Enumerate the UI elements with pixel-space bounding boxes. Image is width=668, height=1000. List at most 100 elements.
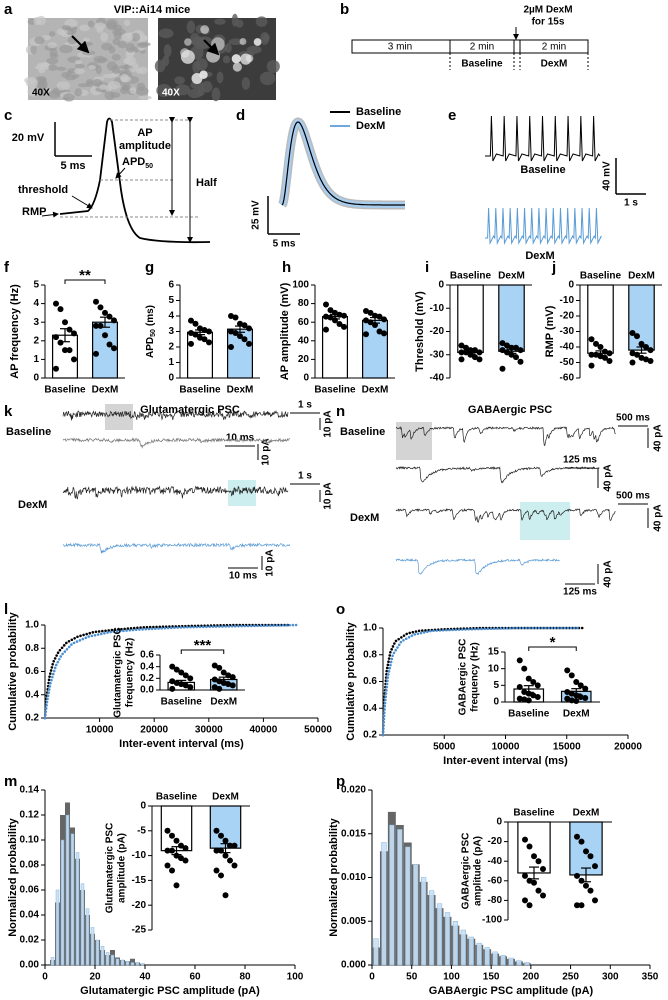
x-tick-label: 40000 bbox=[249, 725, 277, 736]
y-tick-label: 100 bbox=[292, 280, 309, 291]
data-point bbox=[602, 354, 608, 361]
x-axis-label: GABAergic PSC amplitude (pA) bbox=[429, 985, 594, 997]
data-point bbox=[227, 842, 233, 849]
histogram-bar bbox=[413, 864, 419, 966]
texture-dot bbox=[107, 80, 121, 90]
magnification: 40X bbox=[32, 88, 50, 99]
panel-letter: l bbox=[4, 601, 8, 618]
histogram-bar bbox=[75, 852, 80, 966]
data-point bbox=[521, 689, 528, 695]
data-point bbox=[499, 347, 506, 354]
data-point bbox=[178, 842, 184, 849]
data-point bbox=[229, 682, 236, 689]
x-tick-label: 50000 bbox=[304, 725, 332, 736]
data-point bbox=[367, 309, 374, 316]
y-axis-label: Normalized probability bbox=[328, 817, 340, 936]
y-tick-label: 0.2 bbox=[25, 713, 39, 724]
data-point bbox=[169, 663, 176, 670]
trace-label: DexM bbox=[525, 250, 554, 262]
texture-dot bbox=[158, 28, 174, 39]
scale-label: 10 pA bbox=[323, 410, 334, 437]
data-point bbox=[540, 892, 546, 899]
data-point bbox=[476, 349, 483, 356]
trace bbox=[395, 558, 560, 576]
data-point bbox=[588, 351, 595, 358]
data-point bbox=[228, 344, 234, 350]
data-point bbox=[222, 892, 229, 899]
category-label: DexM bbox=[573, 808, 600, 819]
category-label: Baseline bbox=[450, 271, 492, 282]
texture-dot bbox=[37, 80, 48, 89]
texture-dot bbox=[29, 89, 37, 95]
data-point bbox=[588, 362, 595, 369]
data-point bbox=[634, 351, 640, 358]
panel-letter: h bbox=[282, 259, 291, 276]
row-label: DexM bbox=[350, 512, 379, 524]
x-tick-label: 20000 bbox=[614, 742, 642, 753]
y-tick-label: 1.0 bbox=[363, 623, 377, 634]
histogram-bar bbox=[397, 829, 403, 966]
bar bbox=[362, 319, 389, 379]
label: amplitude bbox=[119, 140, 171, 152]
data-point bbox=[222, 837, 229, 844]
data-point bbox=[517, 347, 524, 354]
data-point bbox=[634, 333, 640, 340]
texture-dot bbox=[113, 24, 123, 31]
data-point bbox=[53, 334, 59, 341]
texture-dot bbox=[241, 77, 251, 90]
data-point bbox=[578, 902, 585, 909]
texture-dot bbox=[59, 44, 73, 54]
segment: 3 min bbox=[388, 42, 412, 53]
x-tick-label: 60 bbox=[189, 972, 201, 983]
data-point bbox=[206, 339, 212, 346]
category-label: DexM bbox=[210, 697, 237, 708]
arrow bbox=[115, 167, 126, 179]
y-tick-label: -80 bbox=[488, 895, 503, 906]
y-tick-label: 0 bbox=[303, 373, 309, 384]
y-tick-label: 4 bbox=[33, 298, 39, 309]
data-point bbox=[573, 679, 580, 685]
texture-dot bbox=[92, 78, 103, 87]
panel-letter: k bbox=[4, 403, 13, 420]
category-label: Baseline bbox=[179, 385, 221, 396]
x-tick-label: 250 bbox=[562, 972, 579, 983]
histogram-bar bbox=[460, 929, 466, 966]
segment: 2 min bbox=[542, 42, 566, 53]
data-point bbox=[578, 877, 585, 884]
y-tick-label: -20 bbox=[560, 311, 575, 322]
data-point bbox=[178, 855, 184, 862]
cumulative-line bbox=[43, 623, 298, 720]
texture-dot bbox=[48, 90, 61, 99]
texture-dot bbox=[94, 22, 106, 31]
y-tick-label: -50 bbox=[560, 357, 575, 368]
data-point bbox=[643, 344, 649, 350]
histogram-bar bbox=[500, 955, 506, 966]
y-tick-label: 0.2 bbox=[363, 730, 377, 741]
data-point bbox=[246, 340, 252, 347]
data-point bbox=[458, 342, 465, 349]
data-point bbox=[164, 862, 171, 869]
histogram-bar bbox=[140, 963, 145, 966]
significance: *** bbox=[194, 637, 212, 654]
data-point bbox=[531, 879, 537, 886]
texture-dot bbox=[74, 63, 85, 69]
texture-dot bbox=[88, 65, 96, 70]
histogram-bar bbox=[428, 890, 435, 966]
significance-bracket bbox=[64, 279, 106, 284]
data-point bbox=[530, 679, 537, 685]
y-tick-label: 0.4 bbox=[140, 661, 154, 672]
data-point bbox=[508, 351, 515, 358]
histogram-bar bbox=[524, 962, 530, 966]
data-point bbox=[232, 330, 239, 337]
texture-dot bbox=[195, 58, 208, 71]
label: APD50 bbox=[122, 156, 153, 170]
data-point bbox=[472, 347, 478, 354]
y-axis-label-unit: (ms) bbox=[145, 305, 156, 326]
trace bbox=[62, 542, 291, 554]
y-tick-label: -30 bbox=[430, 349, 445, 360]
y-axis-label: Threshold (mV) bbox=[414, 291, 426, 372]
data-point bbox=[216, 678, 223, 685]
data-point bbox=[606, 357, 613, 364]
data-point bbox=[327, 314, 334, 321]
data-point bbox=[499, 340, 506, 347]
